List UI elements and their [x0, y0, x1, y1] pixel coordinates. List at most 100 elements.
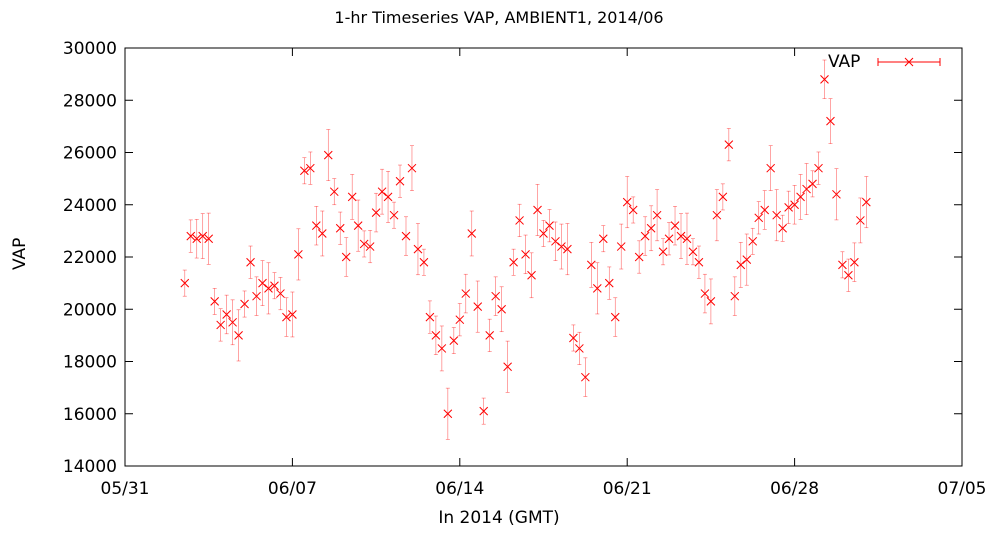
data-point	[425, 312, 435, 322]
data-point	[431, 331, 441, 340]
data-point	[575, 344, 584, 353]
data-point	[545, 221, 554, 231]
axis-ticks: 14000 16000 18000 20000 22000 24000 26000 28000…	[63, 39, 987, 499]
data-point	[216, 320, 226, 330]
data-point	[682, 234, 692, 244]
data-point	[808, 179, 817, 189]
data-point	[700, 289, 710, 298]
data-point	[850, 257, 859, 267]
data-point	[861, 197, 871, 207]
data-point	[718, 192, 728, 202]
data-point	[640, 231, 650, 241]
data-point	[335, 223, 345, 233]
y-tick-label: 20000	[63, 300, 117, 320]
data-point	[712, 210, 722, 220]
data-point	[646, 223, 656, 233]
data-point	[449, 336, 459, 345]
legend-sample	[877, 57, 941, 67]
data-point	[180, 278, 190, 288]
data-point	[353, 221, 363, 231]
y-tick-label: 14000	[63, 457, 117, 477]
data-point	[688, 247, 698, 257]
data-point	[515, 216, 524, 225]
data-point	[186, 231, 196, 241]
data-point	[592, 283, 602, 293]
x-tick-label: 06/14	[435, 479, 484, 499]
data-point	[664, 234, 674, 244]
data-point	[270, 281, 279, 291]
data-point	[730, 291, 740, 301]
x-tick-label: 05/31	[101, 479, 150, 499]
data-point	[856, 216, 865, 225]
data-point	[838, 260, 847, 270]
data-point	[580, 372, 590, 382]
data-point	[467, 229, 477, 238]
x-tick-label: 06/28	[770, 479, 819, 499]
data-point	[222, 310, 231, 319]
x-tick-label: 06/07	[268, 479, 317, 499]
data-point	[377, 187, 387, 197]
x-tick-label: 07/05	[938, 479, 987, 499]
data-point	[742, 255, 752, 264]
data-point	[557, 242, 566, 251]
data-point	[276, 289, 285, 298]
data-point	[796, 192, 805, 202]
data-point	[539, 229, 548, 238]
data-point	[198, 231, 208, 241]
y-tick-label: 22000	[63, 248, 117, 268]
data-point	[748, 236, 758, 246]
data-point	[724, 140, 734, 150]
x-tick-label: 06/21	[603, 479, 652, 499]
data-point	[419, 257, 429, 267]
y-tick-label: 26000	[63, 144, 117, 164]
data-point	[413, 244, 423, 254]
data-point	[610, 312, 620, 322]
legend-label: VAP	[828, 52, 861, 72]
data-point	[204, 234, 214, 244]
data-point	[210, 297, 220, 306]
data-point	[491, 291, 501, 301]
data-point	[706, 297, 716, 306]
data-point	[389, 210, 399, 220]
data-point	[586, 260, 596, 270]
data-point	[533, 205, 542, 215]
data-point	[598, 234, 608, 244]
data-point	[282, 312, 291, 322]
data-point	[676, 231, 686, 241]
data-point	[826, 116, 835, 126]
data-point	[521, 250, 530, 259]
data-point	[240, 299, 249, 309]
data-point	[652, 210, 662, 220]
data-point	[371, 208, 381, 217]
error-bars	[182, 59, 869, 440]
data-point	[455, 315, 465, 325]
legend-marker	[904, 57, 914, 67]
data-points	[180, 74, 871, 419]
data-point	[473, 302, 483, 311]
data-point	[497, 304, 507, 314]
data-point	[820, 74, 829, 84]
data-point	[228, 317, 237, 327]
data-point	[634, 252, 644, 262]
chart-title: 1-hr Timeseries VAP, AMBIENT1, 2014/06	[334, 8, 664, 27]
data-point	[616, 242, 626, 251]
x-axis-label: In 2014 (GMT)	[438, 508, 560, 528]
y-tick-label: 16000	[63, 405, 117, 425]
data-point	[569, 333, 578, 343]
data-point	[443, 409, 453, 419]
data-point	[311, 221, 321, 231]
data-point	[246, 257, 255, 267]
data-point	[288, 310, 297, 319]
data-point	[766, 163, 776, 173]
data-point	[604, 278, 614, 288]
data-point	[479, 406, 489, 416]
data-point	[503, 362, 512, 372]
data-point	[192, 234, 202, 244]
data-point	[359, 239, 369, 249]
data-point	[437, 344, 447, 353]
data-point	[844, 270, 853, 280]
data-point	[300, 166, 309, 176]
data-point	[234, 331, 243, 340]
data-point	[294, 250, 303, 259]
